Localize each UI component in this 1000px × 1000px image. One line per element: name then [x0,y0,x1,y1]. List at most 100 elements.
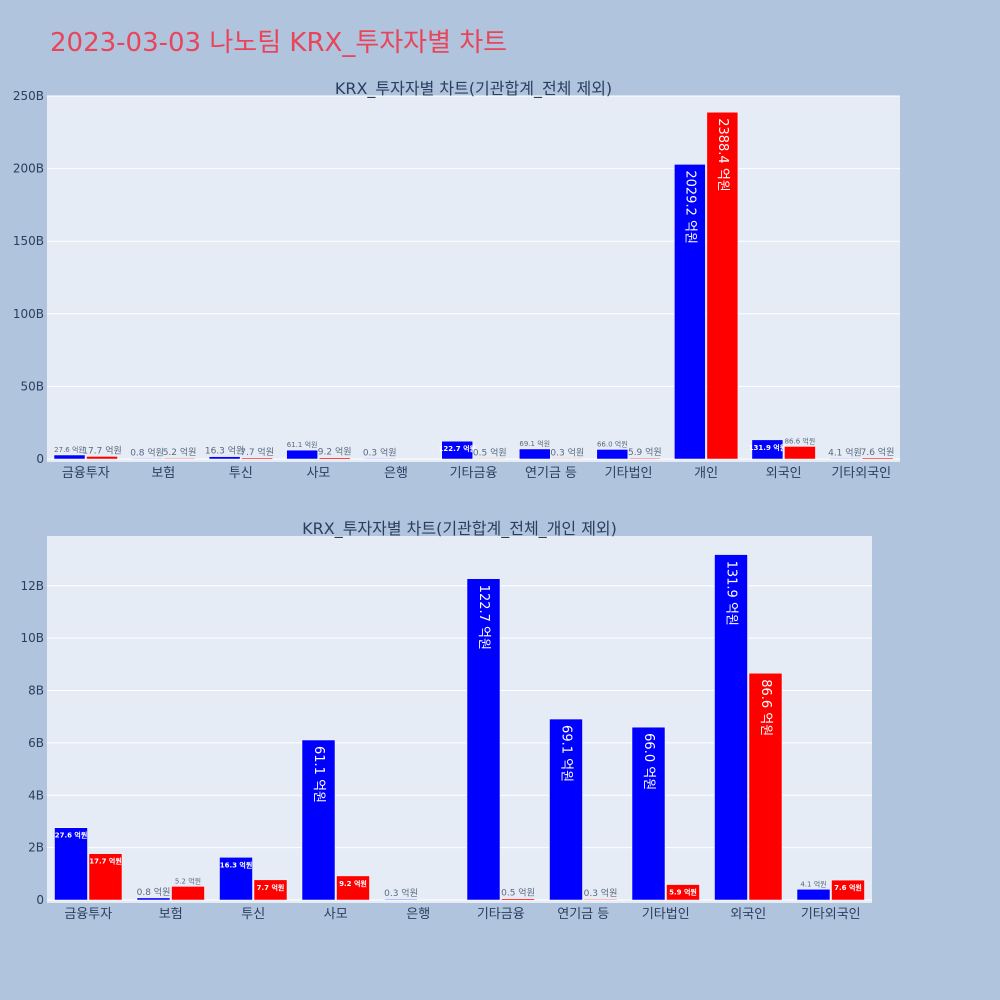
x-category-label: 투신 [241,907,265,922]
bar-buy [796,889,831,901]
x-category-label: 기타금융 [450,466,498,481]
bar-sell [318,457,351,460]
data-label: 86.6 억원 [758,679,773,736]
bar-sell [163,457,196,460]
data-label: 0.3 억원 [584,887,618,899]
data-label: 27.6 억원 [55,831,88,840]
y-tick-label: 0 [36,452,44,466]
bar-sell [784,446,816,460]
bar-sell [748,672,783,901]
data-label: 122.7 억원 [439,444,476,453]
bar-buy [363,458,396,460]
y-tick-label: 6B [28,736,44,750]
x-category-label: 연기금 등 [525,466,577,481]
x-category-label: 기타법인 [605,466,653,481]
data-label: 0.5 억원 [501,887,535,899]
bar-buy [136,897,171,901]
y-tick-label: 50B [20,379,44,393]
data-label: 122.7 억원 [476,585,491,650]
data-label: 7.7 억원 [240,446,274,458]
data-label: 7.6 억원 [861,446,895,458]
x-category-label: 외국인 [730,907,766,922]
bar-sell [474,458,506,460]
bar-sell [629,457,661,460]
y-tick-label: 0 [36,893,44,907]
plot-area [47,96,900,462]
chart-1: 0 50B 100B 150B 200B 250B KRX_투자자별 차트(기관합계_전체 … [13,79,900,481]
data-label: 4.1 억원 [828,446,862,458]
x-category-label: 투신 [229,466,253,481]
data-label: 0.3 억원 [384,887,418,899]
data-label: 5.9 억원 [669,888,697,897]
bar-buy [519,448,551,460]
bar-buy [714,554,748,901]
data-label: 7.6 억원 [834,883,862,892]
bar-sell [501,898,535,901]
x-category-label: 연기금 등 [557,907,609,922]
y-tick-label: 150B [13,234,44,248]
bar-sell [666,884,700,901]
bar-buy [384,898,418,901]
bar-buy [301,739,336,901]
x-category-label: 금융투자 [64,907,112,922]
data-label: 69.1 억원 [519,439,550,448]
data-label: 0.8 억원 [130,446,164,458]
data-label: 4.1 억원 [800,879,826,888]
bar-buy [751,439,784,460]
y-tick-label: 2B [28,841,44,855]
x-category-label: 보험 [151,466,175,481]
chart-title: KRX_투자자별 차트(기관합계_전체 제외) [335,79,612,99]
x-category-label: 개인 [694,466,718,481]
bar-buy [441,440,473,460]
data-label: 66.0 억원 [641,733,656,790]
data-label: 9.2 억원 [339,879,367,888]
bar-buy [674,164,706,460]
bar-buy [219,857,253,901]
data-label: 0.8 억원 [137,886,171,898]
data-label: 131.9 억원 [724,561,739,626]
data-label: 27.6 억원 [54,445,85,454]
x-category-label: 기타금융 [477,907,525,922]
y-tick-label: 4B [28,788,44,802]
data-label: 5.9 억원 [628,446,662,458]
bar-sell [336,875,370,901]
bar-sell [831,879,865,901]
x-category-label: 금융투자 [62,466,110,481]
bar-buy [829,458,861,460]
chart-2: 0 2B 4B 6B 8B 10B 12B KRX_투자자별 차트(기관합계_전체_개인 제외… [20,519,872,922]
chart-title: KRX_투자자별 차트(기관합계_전체_개인 제외) [302,519,617,539]
x-category-label: 은행 [384,465,408,481]
bar-sell [861,457,894,460]
data-label: 17.7 억원 [82,444,121,456]
data-label: 9.2 억원 [318,446,352,458]
x-category-label: 보험 [159,907,183,922]
x-category-label: 사모 [324,907,348,922]
data-label: 66.0 억원 [597,439,628,448]
bar-sell [86,456,118,460]
bar-buy [53,454,86,460]
x-category-label: 기타외국인 [801,907,861,922]
bar-buy [466,578,501,901]
bar-buy [631,726,666,901]
bar-sell [583,898,618,901]
data-label: 131.9 억원 [749,443,786,452]
data-label: 5.2 억원 [175,876,201,885]
data-label: 61.1 억원 [311,746,326,803]
y-tick-label: 200B [13,162,44,176]
x-category-label: 기타외국인 [831,466,891,481]
data-label: 0.3 억원 [363,446,397,458]
bar-buy [596,449,629,460]
x-category-label: 사모 [306,466,330,481]
bar-sell [706,111,739,460]
bar-sell [253,879,288,901]
data-label: 17.7 억원 [89,857,122,866]
data-label: 2388.4 억원 [715,118,730,192]
data-label: 16.3 억원 [220,860,253,869]
data-label: 0.5 억원 [473,446,507,458]
data-label: 7.7 억원 [257,883,285,892]
y-tick-label: 100B [13,307,44,321]
y-tick-label: 12B [20,579,44,593]
x-category-label: 은행 [406,906,430,922]
bar-buy [208,456,241,460]
